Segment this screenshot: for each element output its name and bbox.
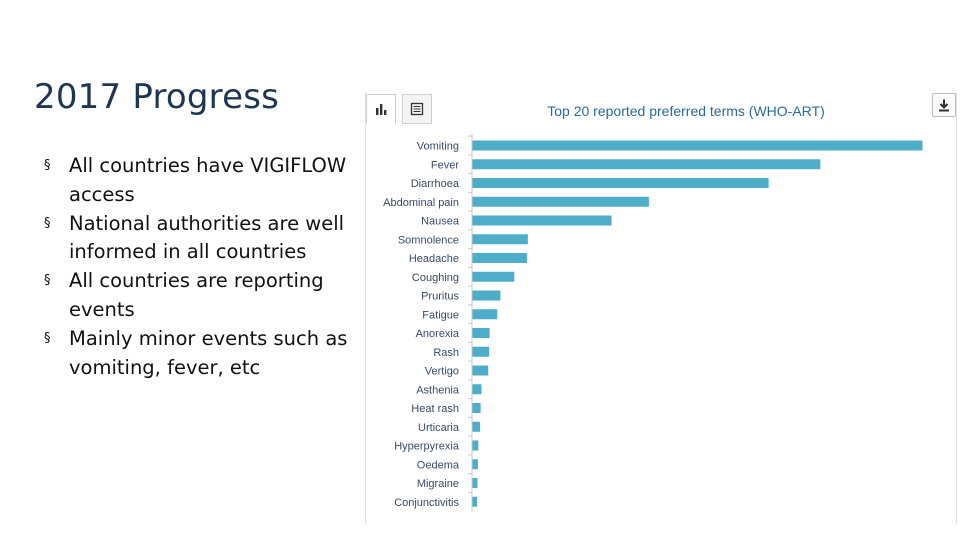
bar-chart-icon <box>376 104 387 115</box>
category-label: Anorexia <box>416 328 460 340</box>
bar[interactable] <box>472 421 481 432</box>
category-label: Urticaria <box>418 422 460 434</box>
category-label: Conjunctivitis <box>394 497 459 509</box>
category-label: Asthenia <box>416 384 460 396</box>
category-label: Diarrhoea <box>411 178 460 190</box>
bullet-item: § Mainly minor events such as vomiting, f… <box>44 325 354 383</box>
bar[interactable] <box>472 159 821 170</box>
bullet-text: All countries have VIGIFLOW access <box>69 154 347 206</box>
category-label: Somnolence <box>398 234 459 246</box>
category-label: Fever <box>431 159 459 171</box>
bar[interactable] <box>472 253 527 263</box>
bar[interactable] <box>472 271 515 282</box>
download-button[interactable] <box>932 93 956 117</box>
bullet-list: § All countries have VIGIFLOW access § Nat… <box>44 152 354 382</box>
bar-chart: Vomiting Fever Diarrhoea Abdominal pain Naus… <box>383 134 923 512</box>
bar[interactable] <box>472 140 923 151</box>
category-label: Fatigue <box>422 309 459 321</box>
bullet-item: § All countries are reporting events <box>44 267 354 325</box>
bullet-symbol: § <box>44 330 51 346</box>
category-label: Vertigo <box>425 366 459 378</box>
bullet-text: Mainly minor events such as vomiting, fe… <box>69 326 348 379</box>
category-label: Vomiting <box>417 141 459 153</box>
category-label: Migraine <box>417 478 459 490</box>
bar[interactable] <box>472 346 490 357</box>
bullet-text: National authorities are well informed i… <box>69 211 345 264</box>
category-label: Nausea <box>421 216 460 228</box>
bullet-symbol: § <box>44 158 51 173</box>
bar[interactable] <box>472 496 478 507</box>
bullet-symbol: § <box>44 273 51 289</box>
bar[interactable] <box>472 178 769 188</box>
bar[interactable] <box>472 328 490 338</box>
bar[interactable] <box>472 403 481 413</box>
slide-title: 2017 Progress <box>34 76 280 117</box>
bar[interactable] <box>472 459 478 470</box>
category-label: Coughing <box>412 272 459 284</box>
bullet-item: § All countries have VIGIFLOW access <box>44 152 354 210</box>
bar[interactable] <box>472 234 528 245</box>
chart-toolbar <box>366 92 956 126</box>
bar[interactable] <box>472 384 482 395</box>
bar[interactable] <box>472 365 489 376</box>
bar[interactable] <box>472 309 498 320</box>
bar[interactable] <box>472 215 612 226</box>
category-label: Hyperpyrexia <box>394 441 460 453</box>
category-label: Pruritus <box>421 291 459 303</box>
category-label: Heat rash <box>411 403 459 415</box>
bullet-symbol: § <box>44 215 51 231</box>
tab-table-view[interactable] <box>402 94 432 124</box>
bar[interactable] <box>472 196 649 207</box>
download-icon <box>939 99 949 112</box>
category-label: Oedema <box>417 459 460 471</box>
bullet-item: § National authorities are well informed … <box>44 210 354 268</box>
category-label: Headache <box>409 253 459 265</box>
bar[interactable] <box>472 478 478 488</box>
category-label: Rash <box>433 347 459 359</box>
table-icon <box>410 102 424 116</box>
chart-title: Top 20 reported preferred terms (WHO-ART… <box>547 103 825 119</box>
category-label: Abdominal pain <box>383 197 459 209</box>
bullet-text: All countries are reporting events <box>69 269 324 321</box>
bar[interactable] <box>472 290 501 301</box>
bar[interactable] <box>472 440 479 451</box>
chart-panel: Top 20 reported preferred terms (WHO-ART… <box>365 92 957 524</box>
tab-chart-view[interactable] <box>366 94 396 124</box>
